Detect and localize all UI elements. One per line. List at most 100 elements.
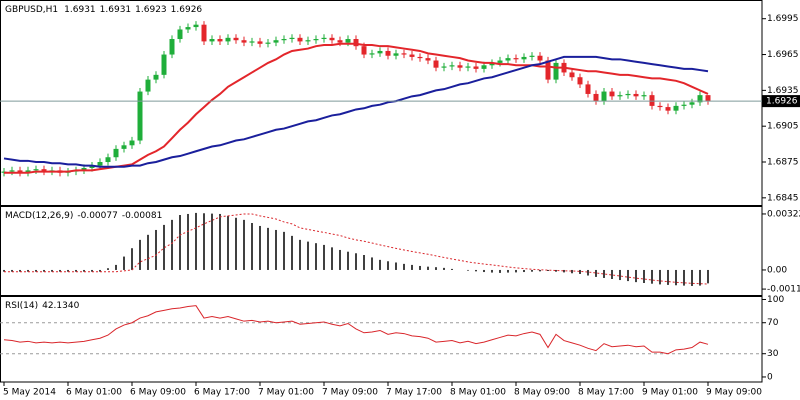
candle-body	[81, 167, 87, 171]
candle-body	[465, 66, 471, 68]
y-tick-label: -0.0011	[767, 285, 800, 295]
candle-body	[281, 39, 287, 41]
candle-body	[201, 24, 207, 42]
candle-body	[369, 53, 375, 55]
y-tick-label: 1.6935	[767, 86, 799, 96]
candle-body	[593, 93, 599, 102]
y-tick-label: 70	[767, 318, 779, 328]
header-open: 1.6931	[64, 5, 96, 15]
candle-body	[89, 165, 95, 168]
macd-panel-frame	[0, 206, 763, 296]
candle-body	[409, 54, 415, 57]
candle-body	[481, 65, 487, 69]
y-tick-label: 100	[767, 295, 784, 305]
current-price-label: 1.6926	[766, 97, 798, 107]
x-tick-label: 9 May 09:00	[706, 388, 762, 398]
candle-body	[193, 24, 199, 28]
moving-average	[3, 55, 709, 168]
candle-body	[489, 62, 495, 66]
header-high: 1.6931	[100, 5, 132, 15]
candle-body	[9, 170, 15, 172]
symbol: GBPUSD,H1	[5, 5, 58, 15]
candle-body	[521, 56, 527, 60]
candle-body	[297, 37, 303, 42]
signal-current: -0.00081	[122, 211, 162, 221]
x-tick-label: 8 May 17:00	[578, 388, 634, 398]
candle-body	[177, 29, 183, 40]
candle-body	[425, 58, 431, 61]
y-tick-label: 1.6995	[767, 14, 799, 24]
candle-body	[305, 40, 311, 42]
candle-body	[497, 60, 503, 63]
y-tick-label: 0.00	[767, 265, 787, 275]
rsi-panel-frame	[0, 296, 763, 383]
header-close: 1.6926	[171, 5, 203, 15]
candle-body	[169, 39, 175, 55]
candle-body	[649, 95, 655, 106]
candle-body	[241, 40, 247, 43]
candle-body	[129, 140, 135, 146]
candle-body	[385, 50, 391, 56]
candle-body	[265, 42, 271, 44]
candle-body	[121, 145, 127, 149]
y-tick-label: 1.6965	[767, 50, 799, 60]
x-tick-label: 6 May 09:00	[130, 388, 186, 398]
candle-body	[329, 37, 335, 41]
x-tick-label: 8 May 01:00	[450, 388, 506, 398]
candle-body	[545, 60, 551, 80]
candle-body	[161, 54, 167, 75]
candle-body	[393, 53, 399, 56]
x-tick-label: 9 May 01:00	[642, 388, 698, 398]
candle-body	[449, 65, 455, 67]
rsi-title: RSI(14)	[5, 301, 38, 311]
candle-body	[625, 93, 631, 96]
candle-body	[633, 93, 639, 97]
candle-body	[321, 37, 327, 40]
y-tick-label: 1.6905	[767, 122, 799, 132]
candle-body	[41, 169, 47, 172]
candle-body	[137, 91, 143, 141]
candle-body	[553, 62, 559, 80]
candle-body	[417, 56, 423, 59]
candle-body	[249, 41, 255, 43]
candle-body	[529, 55, 535, 57]
x-tick-label: 7 May 17:00	[386, 388, 442, 398]
candle-body	[105, 157, 111, 163]
candle-body	[209, 39, 215, 42]
candle-body	[705, 95, 711, 102]
candle-body	[361, 46, 367, 55]
candle-body	[377, 50, 383, 54]
y-tick-label: 0	[767, 372, 773, 382]
rsi-line	[3, 305, 709, 355]
candle-body	[689, 102, 695, 105]
candle-body	[313, 39, 319, 41]
macd-current: -0.00077	[77, 211, 117, 221]
candle-body	[257, 41, 263, 44]
current-price-box	[762, 95, 800, 108]
candle-body	[537, 55, 543, 61]
candle-body	[577, 77, 583, 85]
x-tick-label: 7 May 01:00	[258, 388, 314, 398]
candle-body	[225, 37, 231, 42]
candle-body	[601, 91, 607, 102]
candle-body	[217, 39, 223, 42]
candle-body	[289, 37, 295, 40]
y-tick-label: 30	[767, 349, 779, 359]
candle-body	[641, 95, 647, 97]
candle-body	[513, 58, 519, 60]
candle-body	[97, 162, 103, 166]
candle-body	[113, 148, 119, 158]
candle-body	[697, 95, 703, 103]
macd-header: MACD(12,26,9) -0.00077 -0.00081	[5, 211, 162, 221]
candle-body	[441, 66, 447, 68]
x-tick-label: 7 May 09:00	[322, 388, 378, 398]
candle-body	[17, 170, 23, 173]
y-tick-label: 1.6845	[767, 193, 799, 203]
candle-body	[673, 105, 679, 111]
x-tick-label: 5 May 2014	[3, 388, 56, 398]
y-tick-label: 0.00322	[767, 209, 800, 219]
price-header: GBPUSD,H1 1.6931 1.6931 1.6923 1.6926	[5, 5, 202, 15]
